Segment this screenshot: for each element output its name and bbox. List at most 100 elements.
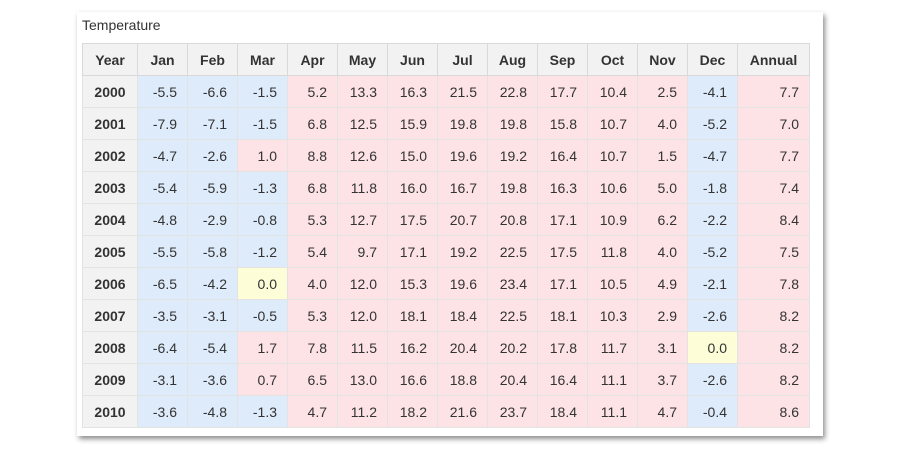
year-cell: 2005	[82, 235, 138, 268]
temperature-cell: 5.2	[287, 75, 338, 108]
temperature-cell: -5.5	[137, 75, 188, 108]
temperature-cell: -2.9	[187, 203, 238, 236]
temperature-cell: 4.7	[637, 395, 688, 428]
temperature-cell: 11.8	[587, 235, 638, 268]
temperature-cell: 21.5	[437, 75, 488, 108]
temperature-cell: 2.9	[637, 299, 688, 332]
temperature-cell: -3.5	[137, 299, 188, 332]
temperature-cell: 3.1	[637, 331, 688, 364]
temperature-cell: 17.1	[537, 267, 588, 300]
column-header-year: Year	[82, 43, 138, 76]
temperature-cell: 11.1	[587, 363, 638, 396]
annual-cell: 7.4	[737, 171, 810, 204]
temperature-cell: 18.1	[387, 299, 438, 332]
column-header-jun: Jun	[387, 43, 438, 76]
table-row: 2005 -5.5 -5.8 -1.2 5.4 9.7 17.1 19.2 22.5 17.5 11…	[82, 235, 810, 268]
table-body: 2000 -5.5 -6.6 -1.5 5.2 13.3 16.3 21.5 22.8 17.7 1…	[82, 75, 810, 428]
column-header-feb: Feb	[187, 43, 238, 76]
temperature-cell: 1.5	[637, 139, 688, 172]
temperature-cell: -0.5	[237, 299, 288, 332]
column-header-sep: Sep	[537, 43, 588, 76]
temperature-cell: 10.5	[587, 267, 638, 300]
year-cell: 2004	[82, 203, 138, 236]
temperature-cell: 15.3	[387, 267, 438, 300]
table-row: 2006 -6.5 -4.2 0.0 4.0 12.0 15.3 19.6 23.4 17.1 10…	[82, 267, 810, 300]
temperature-cell: 7.8	[287, 331, 338, 364]
temperature-cell: 11.5	[337, 331, 388, 364]
temperature-cell: -5.8	[187, 235, 238, 268]
column-header-dec: Dec	[687, 43, 738, 76]
header-row: Year Jan Feb Mar Apr May Jun Jul Aug Sep Oct Nov Dec…	[82, 43, 810, 76]
temperature-cell: 11.8	[337, 171, 388, 204]
temperature-cell: -5.4	[137, 171, 188, 204]
temperature-cell: 19.2	[437, 235, 488, 268]
temperature-cell: 18.8	[437, 363, 488, 396]
temperature-cell: -5.2	[687, 107, 738, 140]
table-row: 2009 -3.1 -3.6 0.7 6.5 13.0 16.6 18.8 20.4 16.4 11…	[82, 363, 810, 396]
temperature-cell: -5.9	[187, 171, 238, 204]
temperature-cell: -3.1	[187, 299, 238, 332]
temperature-cell: 18.1	[537, 299, 588, 332]
temperature-cell: 16.4	[537, 363, 588, 396]
temperature-cell: -2.2	[687, 203, 738, 236]
temperature-cell: -1.3	[237, 171, 288, 204]
temperature-cell: 10.7	[587, 107, 638, 140]
temperature-cell: -4.2	[187, 267, 238, 300]
temperature-cell: -4.8	[137, 203, 188, 236]
column-header-may: May	[337, 43, 388, 76]
temperature-cell: 13.0	[337, 363, 388, 396]
temperature-cell: 11.2	[337, 395, 388, 428]
table-row: 2001 -7.9 -7.1 -1.5 6.8 12.5 15.9 19.8 19.8 15.8 1…	[82, 107, 810, 140]
column-header-oct: Oct	[587, 43, 638, 76]
temperature-cell: 23.7	[487, 395, 538, 428]
temperature-cell: 16.0	[387, 171, 438, 204]
temperature-cell: 3.7	[637, 363, 688, 396]
temperature-cell: 10.3	[587, 299, 638, 332]
temperature-cell: 17.8	[537, 331, 588, 364]
temperature-cell: 15.0	[387, 139, 438, 172]
temperature-cell: 20.2	[487, 331, 538, 364]
temperature-cell: 2.5	[637, 75, 688, 108]
temperature-cell: -2.1	[687, 267, 738, 300]
temperature-cell: -2.6	[687, 299, 738, 332]
temperature-cell: 18.4	[437, 299, 488, 332]
year-cell: 2006	[82, 267, 138, 300]
temperature-cell: -4.8	[187, 395, 238, 428]
temperature-cell: 5.3	[287, 299, 338, 332]
table-row: 2008 -6.4 -5.4 1.7 7.8 11.5 16.2 20.4 20.2 17.8 11…	[82, 331, 810, 364]
temperature-cell: -1.2	[237, 235, 288, 268]
temperature-cell: -4.1	[687, 75, 738, 108]
temperature-cell: 5.0	[637, 171, 688, 204]
temperature-cell: 4.0	[637, 107, 688, 140]
column-header-jul: Jul	[437, 43, 488, 76]
temperature-cell: 16.7	[437, 171, 488, 204]
temperature-cell: 18.2	[387, 395, 438, 428]
annual-cell: 8.4	[737, 203, 810, 236]
temperature-cell: -5.2	[687, 235, 738, 268]
year-cell: 2001	[82, 107, 138, 140]
temperature-cell: 20.8	[487, 203, 538, 236]
temperature-cell: 17.1	[537, 203, 588, 236]
temperature-cell: 15.9	[387, 107, 438, 140]
temperature-cell: 5.3	[287, 203, 338, 236]
temperature-cell: 12.6	[337, 139, 388, 172]
annual-cell: 8.6	[737, 395, 810, 428]
temperature-cell: 19.8	[487, 107, 538, 140]
year-cell: 2000	[82, 75, 138, 108]
temperature-cell: 10.6	[587, 171, 638, 204]
temperature-cell: 0.7	[237, 363, 288, 396]
temperature-cell: -5.4	[187, 331, 238, 364]
temperature-cell: 21.6	[437, 395, 488, 428]
temperature-cell: 22.5	[487, 299, 538, 332]
temperature-cell: -6.4	[137, 331, 188, 364]
table-row: 2000 -5.5 -6.6 -1.5 5.2 13.3 16.3 21.5 22.8 17.7 1…	[82, 75, 810, 108]
temperature-table: Year Jan Feb Mar Apr May Jun Jul Aug Sep Oct Nov Dec…	[82, 43, 810, 428]
temperature-cell: -1.5	[237, 107, 288, 140]
temperature-cell: 11.7	[587, 331, 638, 364]
column-header-jan: Jan	[137, 43, 188, 76]
temperature-cell: 16.3	[387, 75, 438, 108]
table-caption: Temperature	[82, 17, 161, 33]
annual-cell: 7.7	[737, 75, 810, 108]
temperature-cell: 11.1	[587, 395, 638, 428]
temperature-cell: 1.7	[237, 331, 288, 364]
